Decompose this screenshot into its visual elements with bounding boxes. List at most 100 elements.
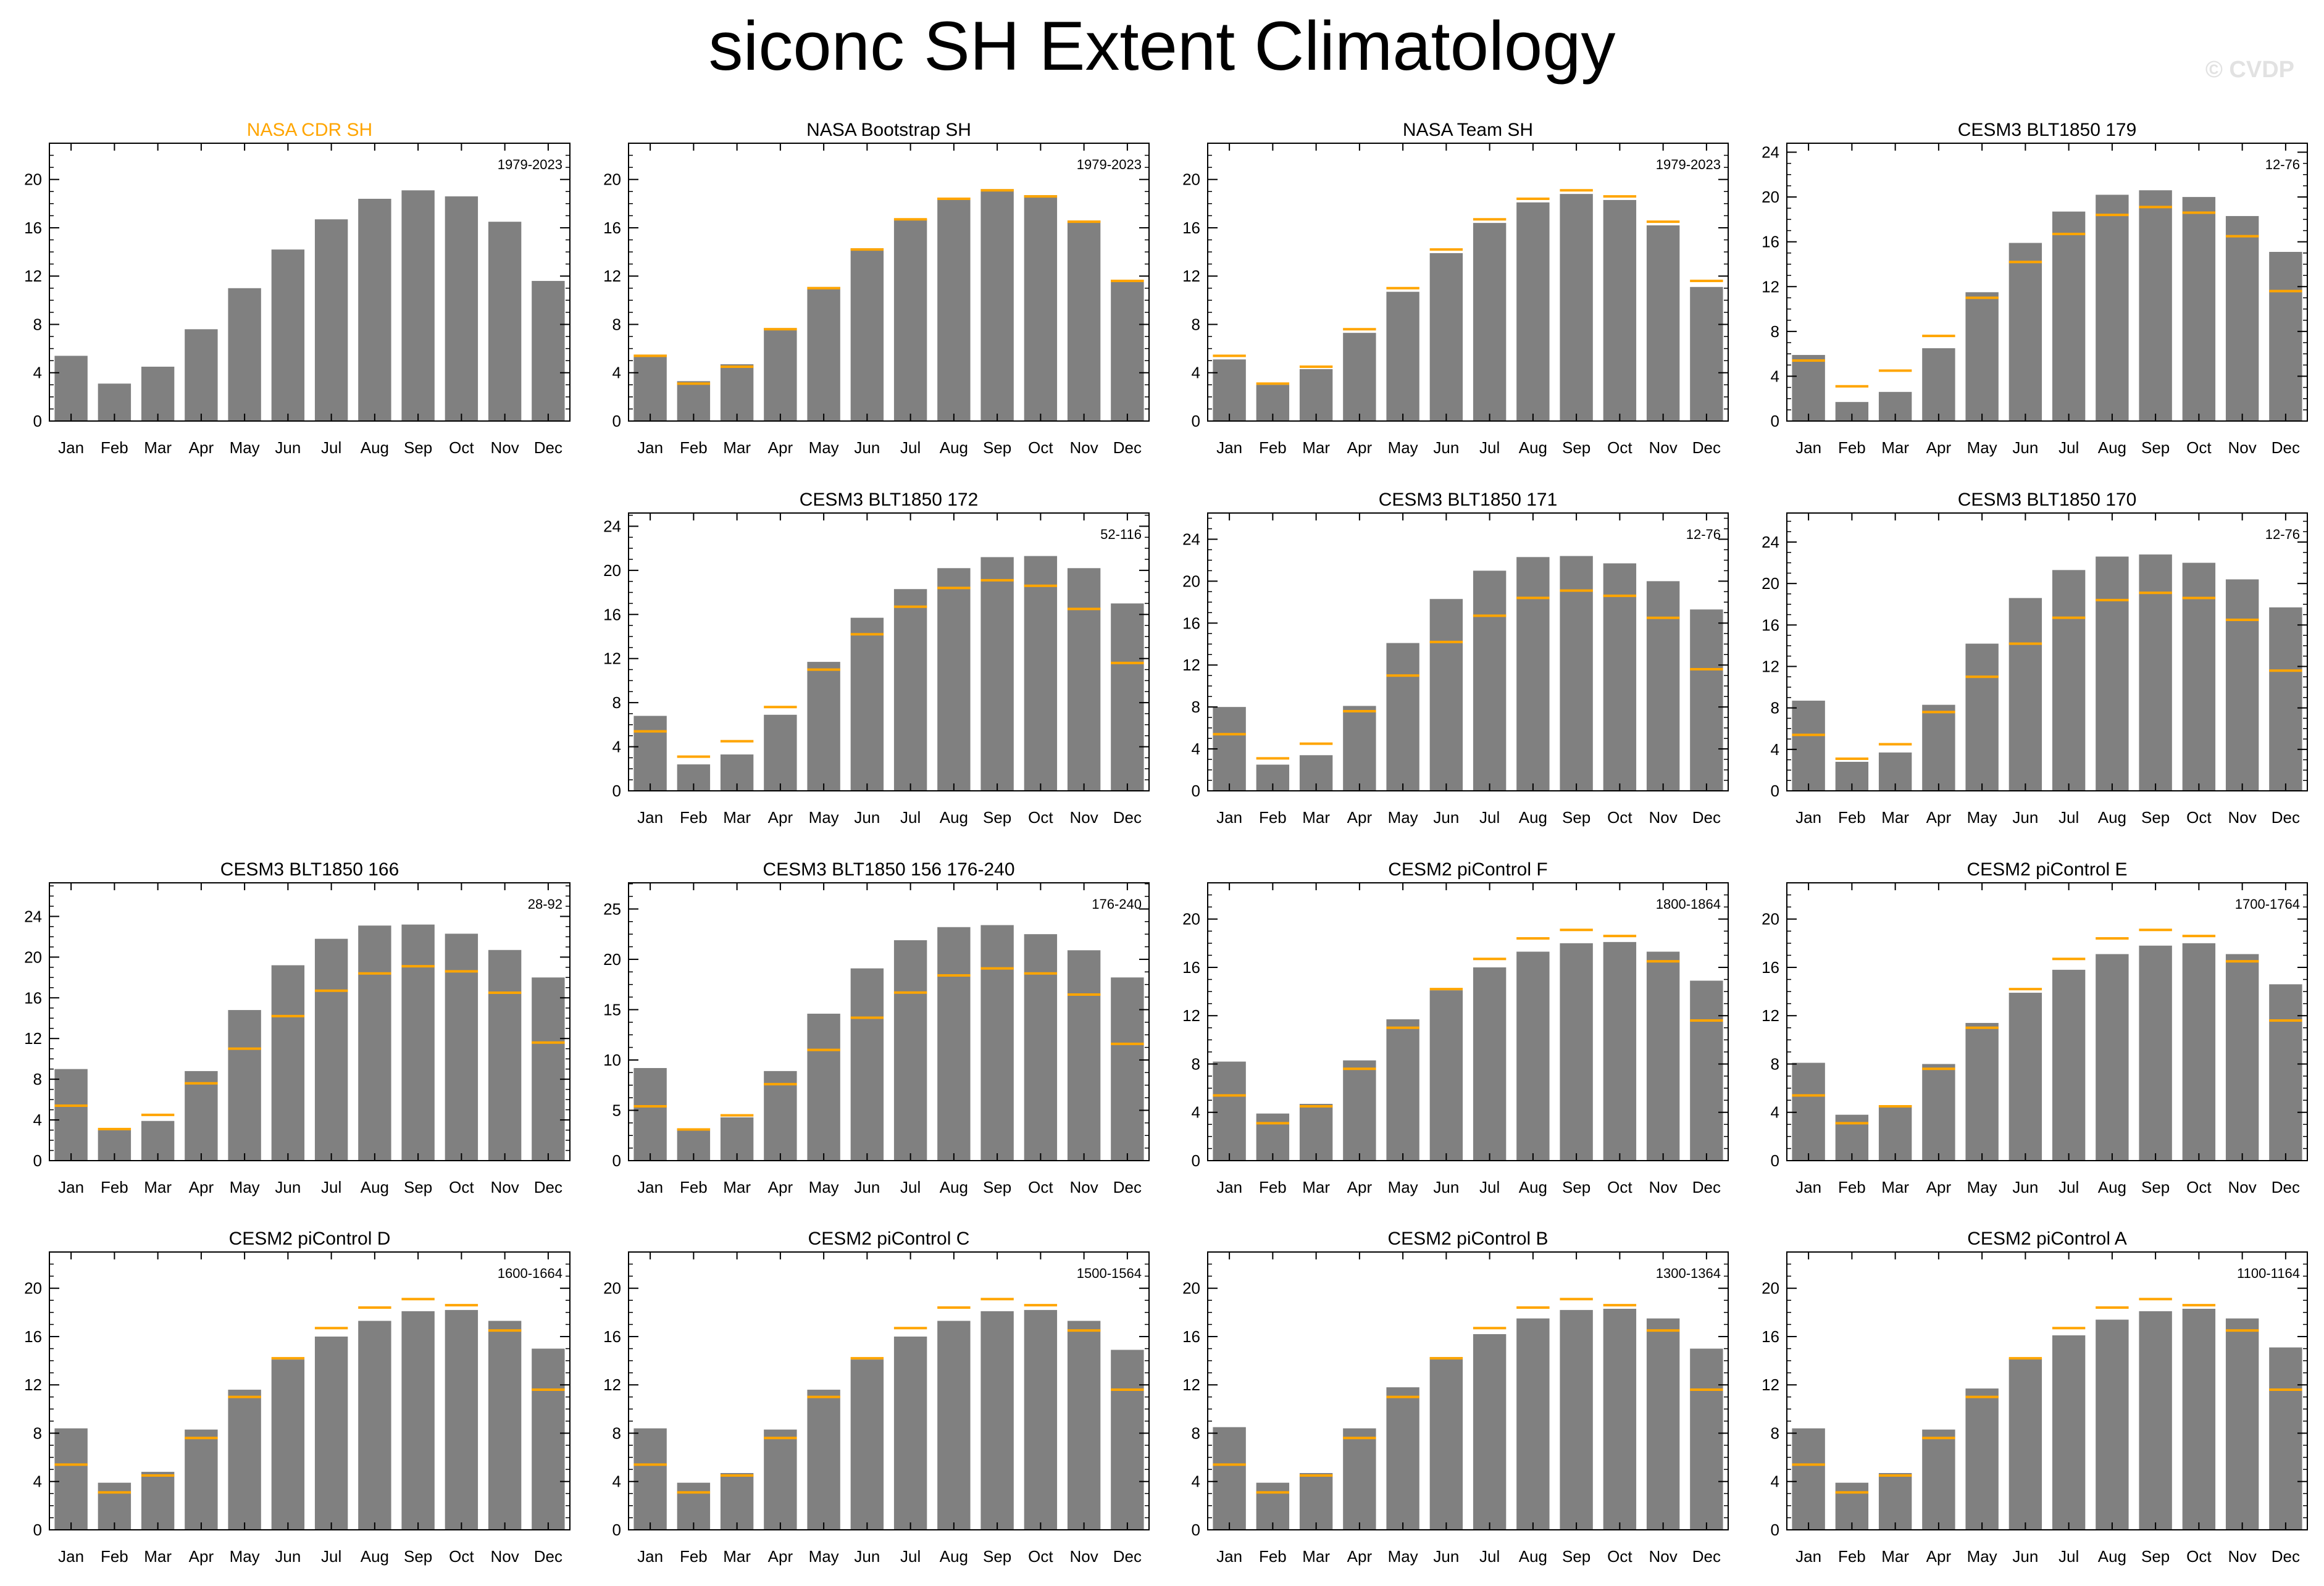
x-tick-label: Jun (1433, 808, 1459, 827)
bar-nov (488, 950, 522, 1161)
x-tick-label: Jun (2012, 1178, 2038, 1196)
bar-jul (314, 219, 348, 421)
y-tick-label: 4 (1192, 1472, 1200, 1491)
y-tick-label: 12 (603, 1375, 621, 1394)
x-tick-label: Aug (361, 438, 389, 457)
y-tick-label: 4 (33, 1472, 42, 1491)
bar-nov (1646, 951, 1680, 1161)
y-tick-label: 8 (1771, 322, 1779, 341)
y-tick-label: 4 (612, 738, 621, 756)
y-tick-label: 20 (1182, 170, 1200, 189)
y-tick-label: 0 (612, 1151, 621, 1170)
bar-jul (893, 1336, 927, 1530)
y-tick-label: 8 (1771, 1054, 1779, 1073)
bar-jun (271, 1359, 305, 1530)
x-tick-label: Jun (1433, 1547, 1459, 1566)
x-tick-label: Sep (983, 1547, 1011, 1566)
x-tick-label: Jun (2012, 1547, 2038, 1566)
x-tick-label: Jul (321, 1178, 341, 1196)
chart-panel-7: 0 4 8 12 16 20 24 Jan Feb Mar Apr May Jun Jul Aug Sep Oc… (1182, 490, 1729, 827)
y-tick-label: 16 (1762, 233, 1779, 251)
bar-apr (764, 714, 797, 791)
y-tick-label: 24 (24, 907, 42, 925)
x-tick-label: Mar (1302, 438, 1330, 457)
chart-panel-2: 0 4 8 12 16 20 Jan Feb Mar Apr May Jun Jul Aug Sep Oct N… (603, 120, 1150, 457)
bar-jan (1792, 354, 1825, 421)
x-tick-label: Nov (1070, 438, 1098, 457)
x-tick-label: Jan (1795, 808, 1821, 827)
bar-dec (532, 281, 565, 421)
x-tick-label: May (230, 1547, 260, 1566)
y-tick-label: 16 (1182, 614, 1200, 632)
x-tick-label: Mar (1881, 1178, 1909, 1196)
chart-panel-14: 0 4 8 12 16 20 Jan Feb Mar Apr May Jun Jul Aug Sep Oct N… (603, 1229, 1150, 1566)
bar-mar (1878, 1473, 1912, 1530)
x-tick-label: Jun (854, 1178, 880, 1196)
bar-apr (1343, 1428, 1376, 1530)
bar-jun (2008, 598, 2042, 791)
x-tick-label: Apr (1347, 438, 1373, 457)
bar-may (807, 662, 840, 791)
x-tick-label: Dec (1692, 438, 1721, 457)
x-tick-label: Nov (491, 438, 519, 457)
x-tick-label: Apr (768, 1178, 793, 1196)
bar-oct (1603, 1308, 1637, 1530)
y-tick-label: 8 (1192, 1424, 1200, 1442)
bar-feb (1256, 1482, 1290, 1530)
bar-mar (720, 1473, 754, 1530)
x-tick-label: Feb (680, 1178, 708, 1196)
x-tick-label: May (1967, 1178, 1997, 1196)
bar-dec (1111, 977, 1144, 1161)
x-tick-label: Oct (1607, 438, 1632, 457)
x-tick-label: Feb (1838, 438, 1866, 457)
y-tick-label: 0 (1192, 1521, 1200, 1539)
period-label: 1700-1764 (2235, 896, 2300, 912)
panel-title: CESM3 BLT1850 166 (220, 859, 399, 880)
x-tick-label: Aug (940, 1547, 968, 1566)
bar-sep (980, 189, 1014, 421)
y-tick-label: 4 (1192, 1103, 1200, 1122)
bar-jan (1213, 1427, 1246, 1530)
bar-jun (271, 249, 305, 421)
bar-jun (850, 968, 884, 1161)
y-tick-label: 4 (1771, 367, 1779, 385)
y-tick-label: 12 (24, 267, 42, 285)
y-tick-label: 24 (1762, 533, 1779, 551)
x-tick-label: May (809, 438, 839, 457)
x-tick-label: Jul (2059, 808, 2079, 827)
y-tick-label: 20 (24, 1279, 42, 1298)
x-tick-label: Aug (940, 808, 968, 827)
bar-sep (980, 1311, 1014, 1530)
bar-may (1386, 643, 1419, 791)
x-tick-label: Aug (1519, 1178, 1547, 1196)
x-tick-label: Jun (854, 808, 880, 827)
x-tick-label: Aug (1519, 808, 1547, 827)
x-tick-label: Jan (1216, 1547, 1242, 1566)
chart-panel-10: 0 5 10 15 20 25 Jan Feb Mar Apr May Jun Jul Aug Sep Oct… (603, 859, 1150, 1196)
bar-dec (1690, 609, 1723, 791)
x-tick-label: Sep (404, 1178, 432, 1196)
x-tick-label: Apr (189, 1547, 214, 1566)
x-tick-label: Nov (2228, 808, 2257, 827)
y-tick-label: 20 (1182, 910, 1200, 929)
chart-panel-9: 0 4 8 12 16 20 24 Jan Feb Mar Apr May Jun Jul Aug Sep Oc… (24, 859, 571, 1196)
bar-sep (1560, 194, 1593, 421)
y-tick-label: 8 (1192, 315, 1200, 333)
bar-aug (358, 1321, 391, 1530)
bar-feb (1256, 1113, 1290, 1161)
y-tick-label: 8 (33, 315, 42, 333)
panel-title: NASA CDR SH (247, 120, 372, 140)
x-tick-label: Jun (854, 1547, 880, 1566)
x-tick-label: Jan (637, 1547, 663, 1566)
y-tick-label: 8 (612, 315, 621, 333)
y-tick-label: 0 (1192, 412, 1200, 430)
bar-jun (2008, 243, 2042, 421)
y-tick-label: 4 (1192, 740, 1200, 758)
x-tick-label: Jan (58, 1547, 84, 1566)
y-tick-label: 16 (1182, 219, 1200, 237)
y-tick-label: 0 (612, 1521, 621, 1539)
y-tick-label: 20 (1762, 910, 1779, 929)
bar-aug (2096, 1319, 2129, 1530)
x-tick-label: Aug (1519, 1547, 1547, 1566)
bar-nov (1646, 581, 1680, 791)
